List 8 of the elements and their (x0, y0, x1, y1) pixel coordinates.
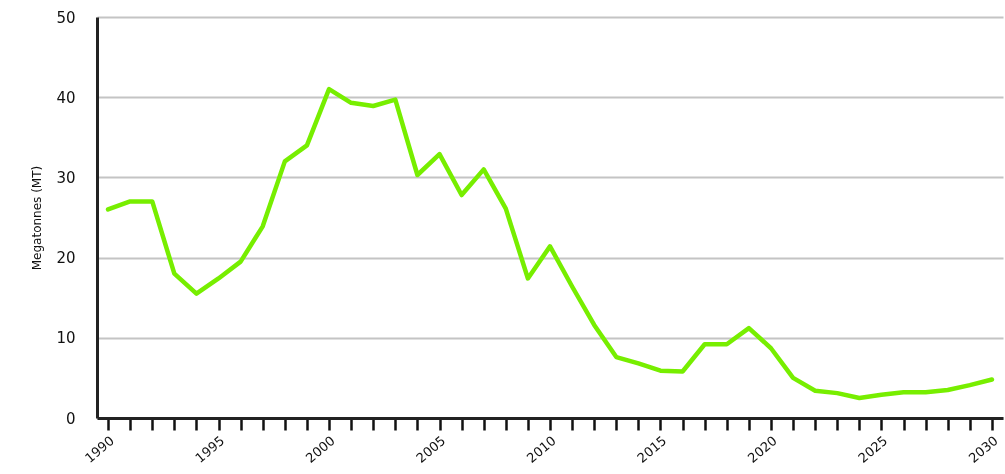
y-axis-title: Megatonnes (MT) (30, 165, 45, 271)
y-tick-label: 0 (65, 409, 76, 428)
y-tick-label: 20 (56, 249, 76, 268)
y-tick-label: 40 (56, 88, 76, 107)
y-tick-label: 30 (56, 168, 76, 187)
y-tick-label: 50 (56, 8, 76, 27)
y-tick-label: 10 (56, 329, 76, 348)
line-series (105, 86, 995, 401)
